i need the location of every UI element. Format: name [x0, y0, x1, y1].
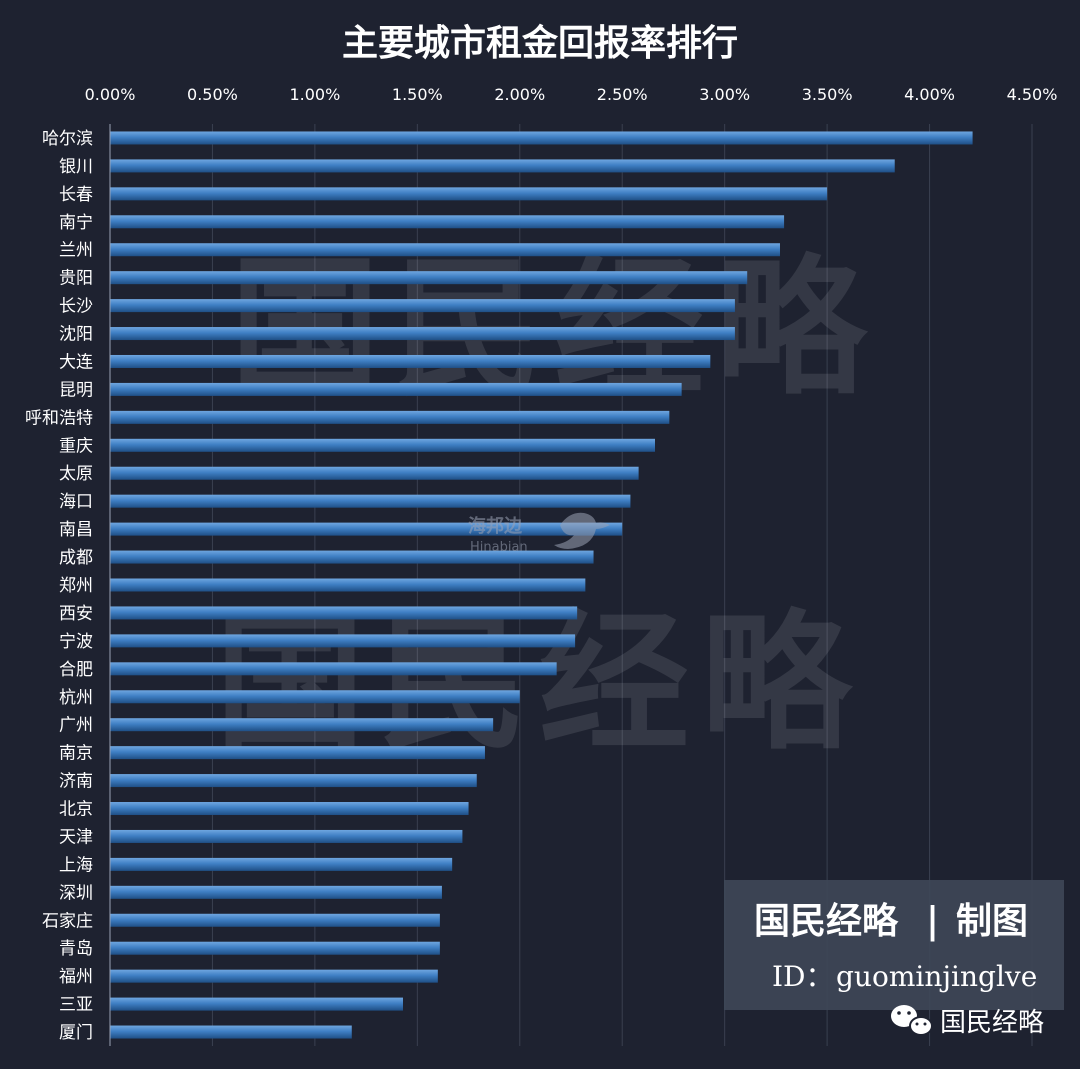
x-tick-label: 0.00%: [85, 85, 136, 104]
category-label: 广州: [59, 716, 93, 736]
x-tick-label: 2.50%: [597, 85, 648, 104]
category-label: 昆明: [59, 380, 93, 400]
category-label: 上海: [59, 855, 93, 875]
brand-watermark: 海邦边 Hinabian: [468, 512, 610, 555]
bird-icon: [554, 512, 610, 549]
category-label: 长春: [59, 185, 93, 205]
bar: [110, 522, 623, 536]
x-tick-label: 1.00%: [289, 85, 340, 104]
bar: [110, 159, 895, 173]
category-label: 兰州: [59, 241, 93, 261]
bar: [110, 494, 631, 508]
bar: [110, 243, 780, 257]
category-label: 南京: [59, 744, 93, 764]
category-label: 宁波: [59, 632, 93, 652]
category-label: 深圳: [59, 883, 93, 903]
category-label: 西安: [59, 604, 93, 624]
bar: [110, 606, 578, 620]
bar: [110, 466, 639, 480]
bar: [110, 662, 557, 676]
bar: [110, 410, 670, 424]
x-tick-label: 3.50%: [802, 85, 853, 104]
credit-stamp-separator: |: [926, 900, 939, 942]
credit-stamp-id-value: guominjinglve: [836, 960, 1037, 993]
bar: [110, 746, 485, 760]
credit-stamp-title: 国民经略: [754, 900, 899, 942]
category-label: 济南: [59, 772, 93, 792]
wechat-label: 国民经略: [940, 1008, 1044, 1038]
category-label: 太原: [59, 464, 93, 484]
bar: [110, 327, 735, 341]
bar: [110, 1025, 352, 1039]
x-axis-ticks: 0.00% 0.50% 1.00% 1.50% 2.00% 2.50% 3.00% 3.50%…: [85, 85, 1058, 104]
bar: [110, 969, 438, 983]
credit-stamp: 国民经略 | 制图 ID： guominjinglve: [724, 880, 1064, 1010]
credit-stamp-id-label: ID：: [772, 960, 834, 993]
bar: [110, 634, 576, 648]
chart-title: 主要城市租金回报率排行: [342, 22, 738, 64]
category-label: 三亚: [59, 995, 93, 1015]
bar: [110, 131, 973, 145]
bar: [110, 187, 828, 201]
watermark-text-lower: 国民经略: [215, 595, 863, 771]
bar: [110, 354, 711, 368]
category-label: 合肥: [59, 660, 93, 680]
bar: [110, 299, 735, 313]
bar: [110, 690, 520, 704]
category-label: 厦门: [59, 1023, 93, 1043]
x-tick-label: 4.00%: [904, 85, 955, 104]
bar: [110, 438, 656, 452]
x-tick-label: 1.50%: [392, 85, 443, 104]
category-label: 重庆: [59, 436, 93, 456]
category-label: 北京: [59, 800, 93, 820]
category-label: 大连: [59, 352, 93, 372]
category-label: 贵阳: [59, 269, 93, 289]
bar: [110, 774, 477, 788]
bar: [110, 578, 586, 592]
bar: [110, 215, 785, 229]
x-tick-label: 4.50%: [1007, 85, 1058, 104]
bar: [110, 271, 748, 285]
bars: [110, 131, 973, 1039]
bar: [110, 829, 463, 843]
category-label: 南昌: [59, 520, 93, 540]
category-label: 呼和浩特: [25, 408, 93, 428]
category-labels: 哈尔滨银川长春南宁兰州贵阳长沙沈阳大连昆明呼和浩特重庆太原海口南昌成都郑州西安宁…: [25, 129, 93, 1043]
wechat-icon: [891, 1005, 933, 1036]
x-tick-label: 3.00%: [699, 85, 750, 104]
category-label: 石家庄: [42, 911, 93, 931]
category-label: 郑州: [59, 576, 93, 596]
bar: [110, 885, 442, 899]
bar: [110, 550, 594, 564]
category-label: 南宁: [59, 213, 93, 233]
category-label: 海口: [59, 492, 93, 512]
category-label: 杭州: [59, 688, 93, 708]
bar: [110, 718, 494, 732]
bar: [110, 802, 469, 816]
bar: [110, 382, 682, 396]
brand-watermark-cn: 海邦边: [468, 515, 523, 537]
x-tick-label: 2.00%: [494, 85, 545, 104]
credit-stamp-background: [724, 880, 1064, 1010]
bar: [110, 997, 403, 1011]
credit-stamp-suffix: 制图: [956, 900, 1028, 942]
bar: [110, 941, 440, 955]
bar: [110, 913, 440, 927]
category-label: 哈尔滨: [42, 129, 93, 149]
category-label: 天津: [59, 827, 93, 847]
brand-watermark-en: Hinabian: [470, 540, 528, 555]
category-label: 青岛: [59, 939, 93, 959]
category-label: 沈阳: [59, 325, 93, 345]
category-label: 长沙: [59, 297, 93, 317]
x-tick-label: 0.50%: [187, 85, 238, 104]
category-label: 成都: [59, 548, 93, 568]
wechat-badge: 国民经略: [891, 1005, 1044, 1038]
category-label: 福州: [59, 967, 93, 987]
bar: [110, 857, 453, 871]
category-label: 银川: [59, 157, 93, 177]
